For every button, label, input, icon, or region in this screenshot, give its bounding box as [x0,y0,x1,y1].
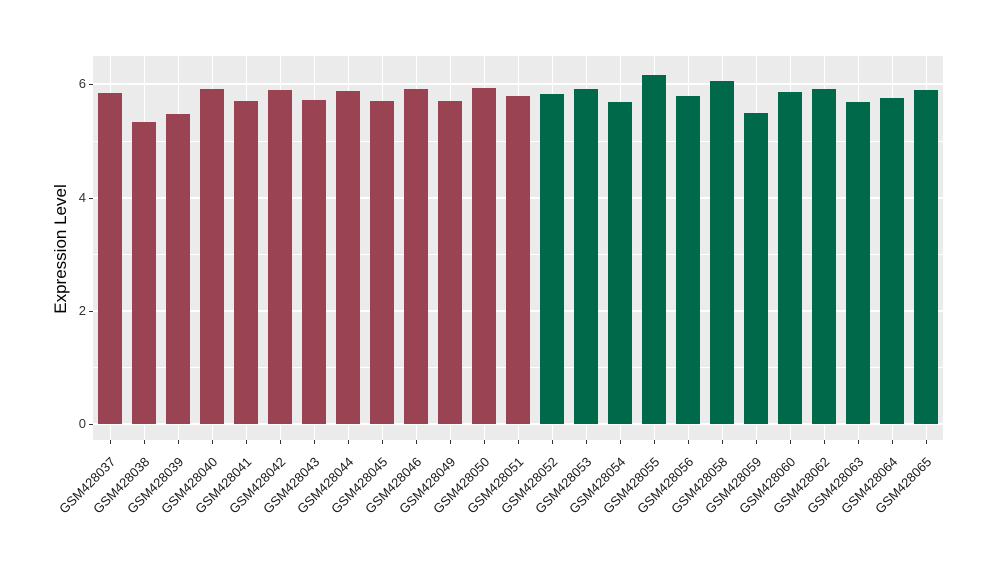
y-axis-tick [89,424,93,425]
bar-GSM428050 [472,87,496,424]
bar-GSM428065 [914,90,938,424]
x-axis-tick [586,440,587,444]
x-axis-tick [688,440,689,444]
x-axis-tick [484,440,485,444]
x-axis-tick [178,440,179,444]
y-axis-tick-label: 2 [78,302,86,318]
bar-GSM428064 [880,97,904,424]
x-axis-tick [280,440,281,444]
bar-GSM428056 [676,95,700,424]
bar-GSM428053 [574,88,598,424]
x-axis-tick [654,440,655,444]
y-axis-tick [89,84,93,86]
x-axis-tick [518,440,519,444]
bar-GSM428046 [404,88,428,424]
x-axis-tick [926,440,927,444]
bar-GSM428042 [268,90,292,424]
x-axis-tick [450,440,451,444]
x-axis-tick [416,440,417,444]
bar-GSM428063 [846,101,870,424]
bar-GSM428049 [438,100,462,424]
x-axis-tick [790,440,791,444]
bar-GSM428054 [608,101,632,424]
plot-panel [93,56,943,440]
bar-GSM428037 [98,93,122,424]
bar-GSM428038 [132,122,156,424]
x-axis-tick [246,440,247,444]
x-axis-tick [212,440,213,444]
bar-GSM428059 [744,113,768,424]
x-axis-tick [620,440,621,444]
bar-GSM428043 [302,99,326,424]
bar-GSM428045 [370,100,394,424]
x-axis-tick [144,440,145,444]
x-axis-tick [858,440,859,444]
bar-GSM428039 [166,113,190,424]
bar-GSM428044 [336,90,360,424]
x-axis-tick [110,440,111,444]
y-axis-tick-label: 4 [78,189,86,205]
x-axis-tick [824,440,825,444]
bar-GSM428058 [710,81,734,424]
y-axis-tick-label: 0 [78,416,86,431]
bar-GSM428052 [540,94,564,424]
x-axis-tick [552,440,553,444]
x-axis-tick [382,440,383,444]
x-axis-tick [314,440,315,444]
y-axis-tick-label: 6 [78,76,86,92]
x-axis-tick [348,440,349,444]
bar-GSM428041 [234,101,258,424]
y-axis-title: Expression Level [51,184,70,314]
bar-GSM428051 [506,95,530,424]
y-axis-tick [89,197,93,199]
bar-GSM428055 [642,74,666,424]
bar-GSM428062 [812,88,836,424]
bar-GSM428040 [200,88,224,424]
x-axis-tick [722,440,723,444]
bar-GSM428060 [778,91,802,424]
x-axis-tick [892,440,893,444]
x-axis-tick [756,440,757,444]
y-axis-tick [89,310,93,312]
